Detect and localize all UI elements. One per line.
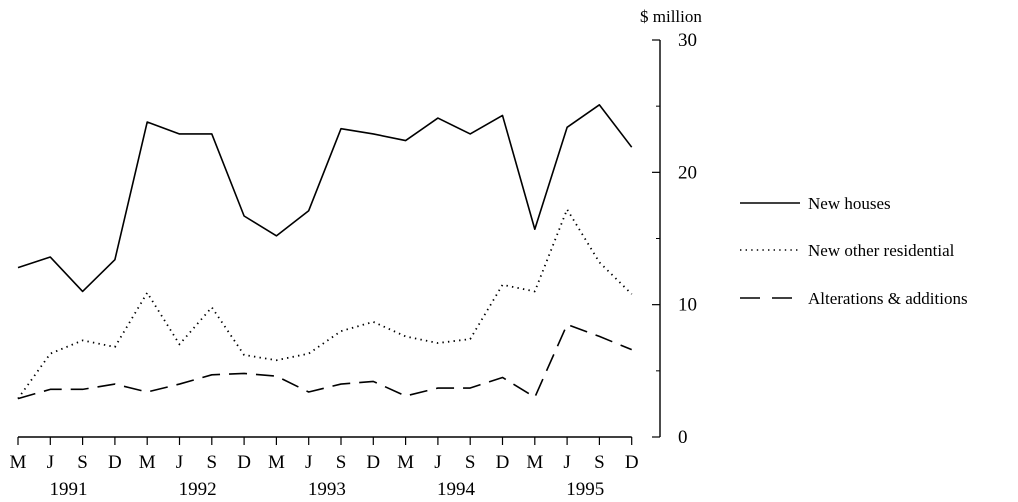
series-layer — [17, 104, 633, 400]
legend-label: New other residential — [808, 241, 955, 260]
legend: New houses New other residential Alteratio… — [740, 194, 968, 308]
x-tick-label: S — [207, 452, 218, 473]
y-axis: 0 10 20 30 — [652, 30, 697, 448]
x-tick-label: M — [526, 452, 543, 473]
x-year-label: 1991 — [49, 479, 87, 500]
series-line-3 — [17, 323, 633, 400]
x-tick-label: J — [47, 452, 54, 473]
y-tick-label: 0 — [678, 427, 688, 448]
y-tick-label: 10 — [678, 295, 697, 316]
x-tick-label: J — [563, 452, 570, 473]
series-line-2 — [17, 208, 633, 400]
legend-label: New houses — [808, 194, 891, 213]
x-tick-label: M — [139, 452, 156, 473]
legend-label: Alterations & additions — [808, 289, 968, 308]
x-tick-label: S — [77, 452, 88, 473]
x-tick-label: D — [625, 452, 639, 473]
y-tick-label: 30 — [678, 30, 697, 51]
series-line-1 — [17, 104, 633, 293]
x-tick-label: D — [108, 452, 122, 473]
x-tick-label: M — [268, 452, 285, 473]
x-year-label: 1994 — [437, 479, 476, 500]
y-axis-label: $ million — [640, 7, 702, 26]
x-tick-label: J — [305, 452, 312, 473]
x-tick-label: M — [397, 452, 414, 473]
x-tick-label: J — [434, 452, 441, 473]
x-tick-label: S — [465, 452, 476, 473]
x-tick-label: D — [366, 452, 380, 473]
x-year-label: 1995 — [566, 479, 604, 500]
y-tick-label: 20 — [678, 162, 697, 183]
x-tick-label: S — [336, 452, 347, 473]
x-tick-label: J — [176, 452, 183, 473]
x-year-label: 1993 — [308, 479, 346, 500]
x-tick-label: M — [10, 452, 27, 473]
x-year-label: 1992 — [179, 479, 217, 500]
x-tick-label: D — [237, 452, 251, 473]
x-tick-label: D — [496, 452, 510, 473]
x-tick-label: S — [594, 452, 605, 473]
